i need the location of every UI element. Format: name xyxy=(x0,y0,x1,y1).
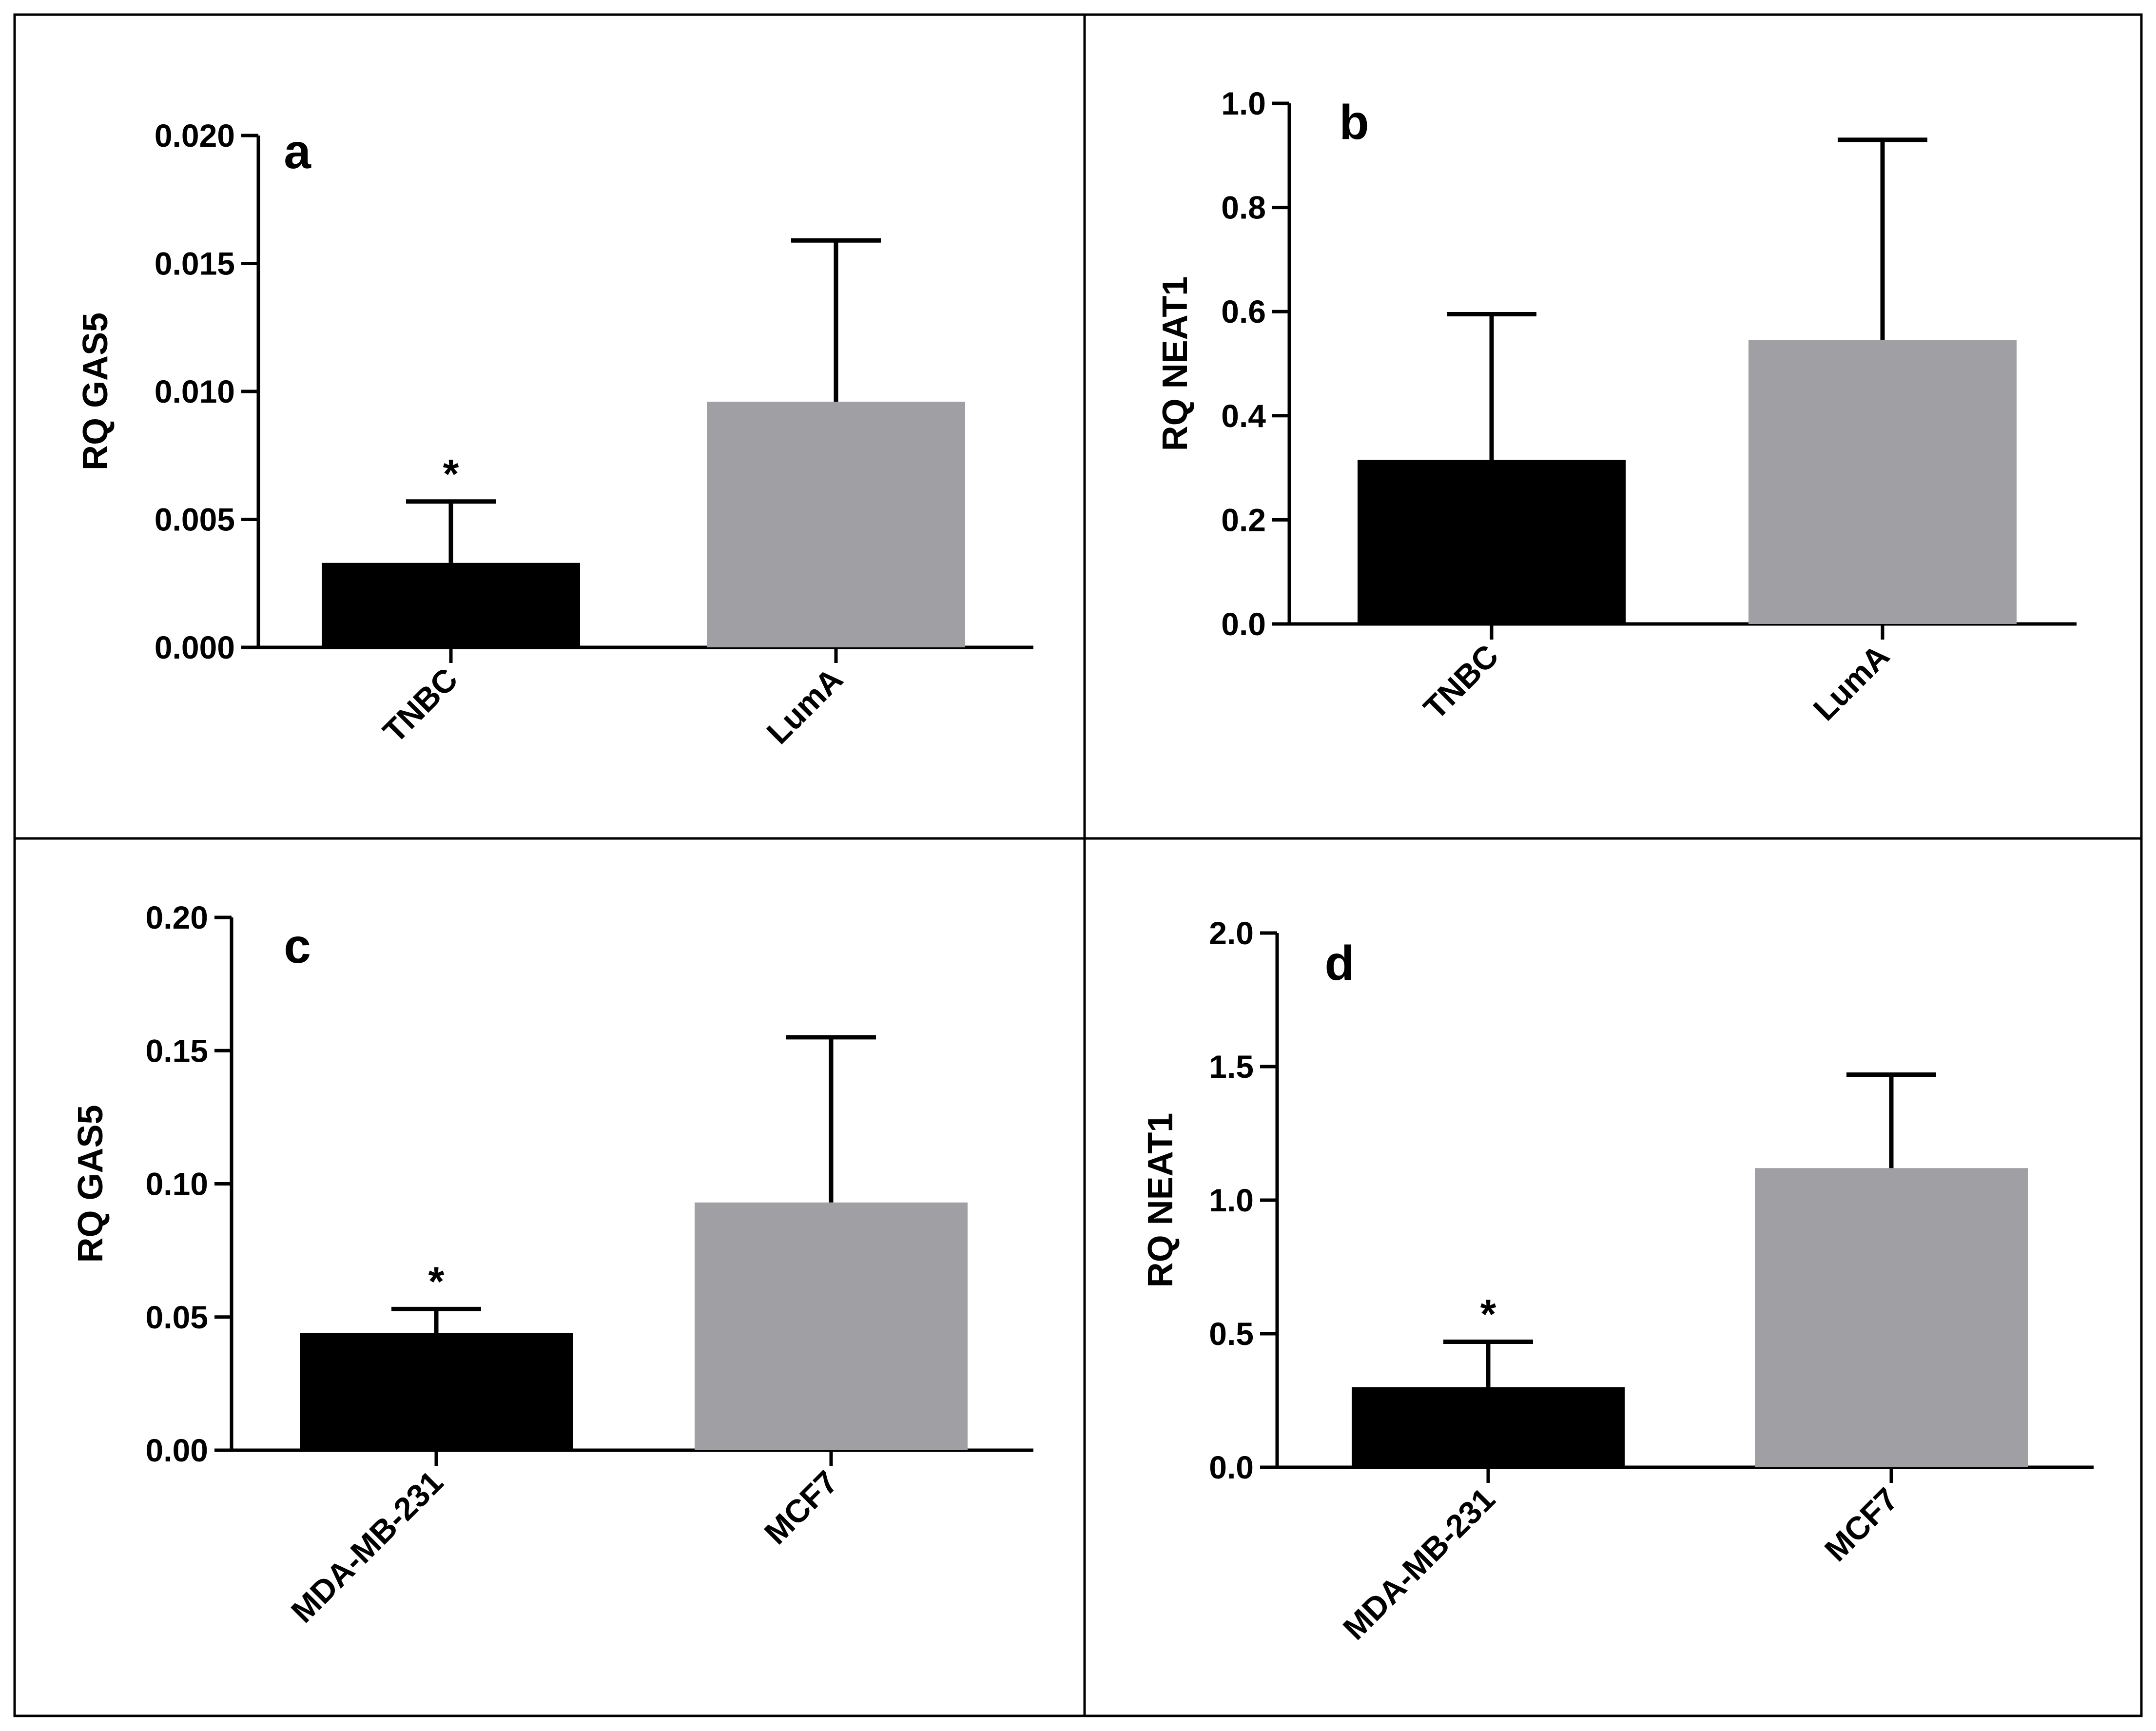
y-tick-label: 0.015 xyxy=(155,246,235,282)
significance-marker: * xyxy=(428,1258,445,1304)
y-tick-label: 1.0 xyxy=(1209,1182,1254,1218)
y-tick-label: 0.6 xyxy=(1221,293,1266,330)
bar-luma xyxy=(1748,340,2017,624)
bar-luma xyxy=(707,402,965,647)
panel-frames xyxy=(13,13,2143,1717)
significance-marker: * xyxy=(443,451,459,497)
y-tick-label: 0.4 xyxy=(1221,398,1266,434)
panel-letter: a xyxy=(284,124,311,179)
y-tick-label: 0.15 xyxy=(146,1032,208,1069)
panel-letter: c xyxy=(284,919,311,973)
bar-mcf7 xyxy=(1755,1168,2028,1467)
y-tick-label: 0.2 xyxy=(1221,502,1266,538)
y-tick-label: 0.10 xyxy=(146,1166,208,1202)
y-axis-title: RQ NEAT1 xyxy=(1141,1113,1180,1288)
panel-frame-d xyxy=(1083,837,2143,1717)
y-tick-label: 0.0 xyxy=(1221,606,1266,642)
y-tick-label: 0.00 xyxy=(146,1432,208,1468)
y-axis-title: RQ GAS5 xyxy=(76,312,115,470)
y-axis-title: RQ GAS5 xyxy=(71,1105,110,1263)
y-tick-label: 0.005 xyxy=(155,502,235,538)
y-tick-label: 1.5 xyxy=(1209,1049,1254,1085)
bar-mda-mb-231 xyxy=(1352,1387,1625,1467)
y-tick-label: 0.0 xyxy=(1209,1449,1254,1485)
bar-tnbc xyxy=(322,563,580,647)
y-axis-title: RQ NEAT1 xyxy=(1156,276,1195,451)
y-tick-label: 2.0 xyxy=(1209,915,1254,951)
y-tick-label: 0.5 xyxy=(1209,1316,1254,1352)
y-tick-label: 0.000 xyxy=(155,629,235,665)
bar-mda-mb-231 xyxy=(300,1333,573,1450)
y-tick-label: 0.05 xyxy=(146,1299,208,1335)
panel-letter: d xyxy=(1324,936,1354,991)
bar-mcf7 xyxy=(695,1202,968,1450)
bar-tnbc xyxy=(1358,460,1626,624)
y-tick-label: 0.8 xyxy=(1221,190,1266,226)
panel-letter: b xyxy=(1339,95,1369,150)
significance-marker: * xyxy=(1480,1291,1496,1337)
y-tick-label: 0.20 xyxy=(146,899,208,935)
y-tick-label: 0.020 xyxy=(155,117,235,154)
y-tick-label: 0.010 xyxy=(155,373,235,409)
y-tick-label: 1.0 xyxy=(1221,85,1266,121)
